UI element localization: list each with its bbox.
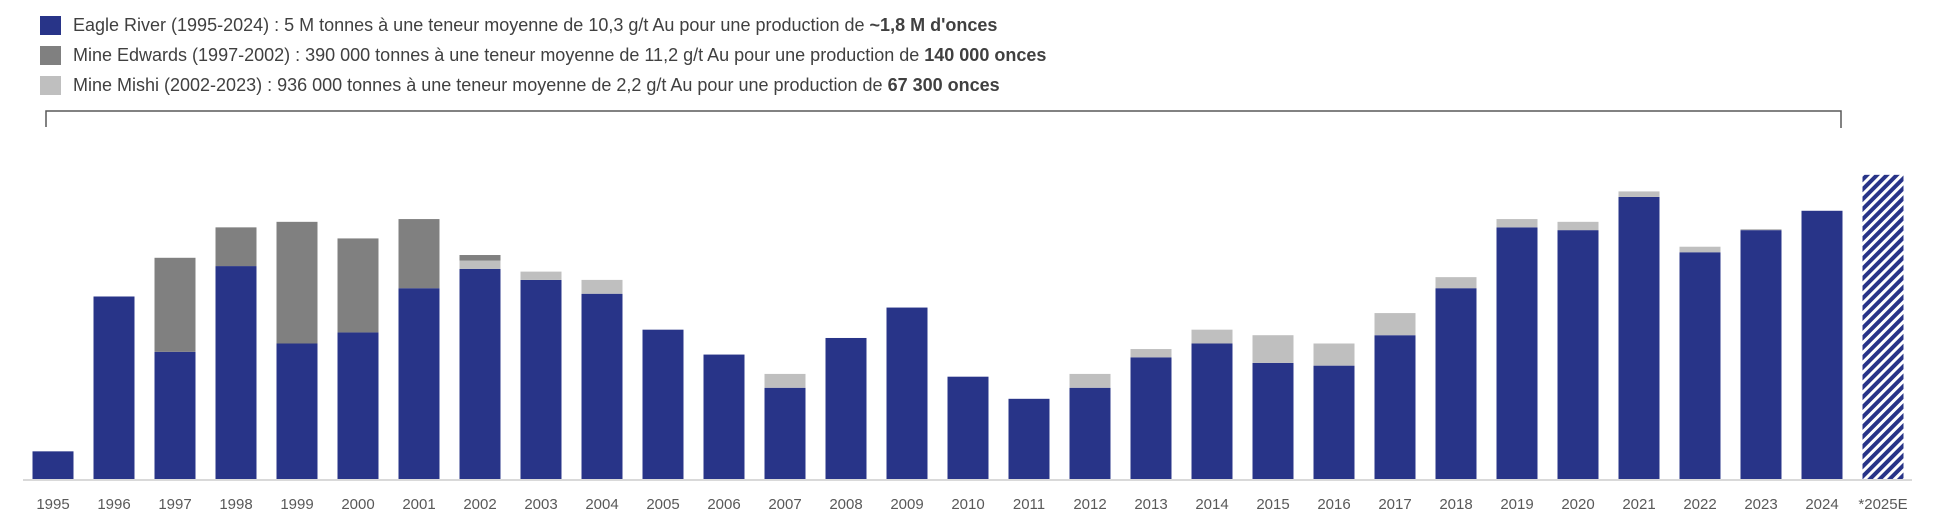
legend-text: Mine Mishi (2002-2023) : 936 000 tonnes … (73, 74, 883, 95)
bar-mine-mishi-2003 (520, 271, 562, 280)
bar-mine-edwards-2000 (337, 238, 379, 333)
x-tick-label: 2010 (951, 496, 984, 513)
x-tick-label: 2023 (1744, 496, 1777, 513)
bar-mine-edwards-1997 (154, 257, 196, 352)
legend-swatch (40, 75, 61, 95)
bar-eagle-river-2022 (1679, 252, 1721, 479)
bar-eagle-river-2015 (1252, 362, 1294, 479)
x-tick-label: 1997 (158, 496, 191, 513)
x-tick-label: 2024 (1805, 496, 1838, 513)
x-tick-label: 1999 (280, 496, 313, 513)
bar-mine-mishi-2017 (1374, 313, 1416, 336)
x-tick-label: 2018 (1439, 496, 1472, 513)
x-tick-label: 2017 (1378, 496, 1411, 513)
bar-eagle-river-2007 (764, 387, 806, 479)
bar-mine-mishi-2012 (1069, 373, 1111, 388)
x-tick-label: 2009 (890, 496, 923, 513)
bar-eagle-river-2000 (337, 332, 379, 479)
x-tick-label: 1995 (36, 496, 69, 513)
bar-mine-mishi-2016 (1313, 343, 1355, 366)
x-tick-label: 2002 (463, 496, 496, 513)
x-tick-label: 2011 (1013, 496, 1045, 513)
x-tick-label: 2019 (1500, 496, 1533, 513)
bar-mine-mishi-2018 (1435, 277, 1477, 289)
x-tick-label: 1998 (219, 496, 252, 513)
bar-mine-mishi-2014 (1191, 329, 1233, 344)
legend-highlight: 67 300 onces (887, 74, 1000, 95)
legend-item-mine-edwards: Mine Edwards (1997-2002) : 390 000 tonne… (40, 40, 1046, 70)
bar-eagle-river-2010 (947, 376, 989, 479)
x-tick-label: 2004 (585, 496, 618, 513)
bar-eagle-river-1995 (32, 451, 74, 479)
bar-eagle-river-2002 (459, 268, 501, 479)
x-tick-label: 2003 (524, 496, 557, 513)
bar-mine-mishi-2013 (1130, 349, 1172, 358)
bar-eagle-river-2013 (1130, 357, 1172, 479)
bar-eagle-river-2005 (642, 329, 684, 479)
bar-eagle-river-2001 (398, 288, 440, 479)
bar-eagle-river-1998 (215, 266, 257, 479)
bar-eagle-river-2018 (1435, 288, 1477, 479)
x-tick-label: 2006 (707, 496, 740, 513)
legend-item-mine-mishi: Mine Mishi (2002-2023) : 936 000 tonnes … (40, 70, 1046, 100)
bar-eagle-river-2008 (825, 337, 867, 479)
legend-item-eagle-river: Eagle River (1995-2024) : 5 M tonnes à u… (40, 10, 1046, 40)
bar-eagle-river-2011 (1008, 398, 1050, 479)
x-tick-label: 2001 (402, 496, 435, 513)
bar-mine-mishi-2023 (1740, 229, 1782, 231)
bar-eagle-river-1996 (93, 296, 135, 479)
bar-eagle-river-2016 (1313, 365, 1355, 479)
legend-text: Eagle River (1995-2024) : 5 M tonnes à u… (73, 14, 865, 35)
bar-mine-edwards-1999 (276, 221, 318, 344)
bar-eagle-river-2012 (1069, 387, 1111, 479)
bar-eagle-river-2017 (1374, 335, 1416, 479)
x-tick-label: 2016 (1317, 496, 1350, 513)
x-tick-label: 2014 (1195, 496, 1228, 513)
bar-eagle-river-2003 (520, 279, 562, 479)
bar-mine-edwards-2002 (459, 255, 501, 261)
bar-eagle-river-1999 (276, 343, 318, 479)
x-tick-label: 2000 (341, 496, 374, 513)
bar-eagle-river-2019 (1496, 227, 1538, 479)
legend: Eagle River (1995-2024) : 5 M tonnes à u… (40, 10, 1046, 100)
bar-eagle-river-1997 (154, 351, 196, 479)
x-tick-label: 2020 (1561, 496, 1594, 513)
bar-eagle-river-2023 (1740, 230, 1782, 479)
x-tick-label: 2015 (1256, 496, 1289, 513)
x-tick-label: 2005 (646, 496, 679, 513)
x-tick-label: *2025E (1858, 496, 1907, 513)
bar-eagle-river-2024 (1801, 210, 1843, 479)
bar-mine-mishi-2020 (1557, 221, 1599, 231)
period-bracket (45, 110, 1842, 128)
bar-mine-mishi-2007 (764, 373, 806, 388)
x-tick-label: 2012 (1073, 496, 1106, 513)
bar-estimate-2025-2025E (1862, 174, 1904, 479)
bar-mine-mishi-2004 (581, 279, 623, 294)
legend-highlight: ~1,8 M d'onces (869, 14, 998, 35)
bar-eagle-river-2020 (1557, 230, 1599, 479)
legend-text: Mine Edwards (1997-2002) : 390 000 tonne… (73, 44, 920, 65)
x-tick-label: 2007 (768, 496, 801, 513)
x-tick-label: 2021 (1622, 496, 1655, 513)
x-tick-label: 2013 (1134, 496, 1167, 513)
bar-eagle-river-2014 (1191, 343, 1233, 479)
bar-eagle-river-2021 (1618, 196, 1660, 480)
bar-mine-mishi-2022 (1679, 246, 1721, 253)
x-tick-label: 1996 (97, 496, 130, 513)
bar-mine-mishi-2019 (1496, 219, 1538, 228)
bar-mine-edwards-1998 (215, 227, 257, 267)
bar-mine-mishi-2002 (459, 260, 501, 269)
bar-eagle-river-2006 (703, 354, 745, 479)
bar-mine-mishi-2015 (1252, 335, 1294, 363)
x-tick-label: 2022 (1683, 496, 1716, 513)
bar-mine-mishi-2021 (1618, 191, 1660, 197)
x-tick-label: 2008 (829, 496, 862, 513)
bar-eagle-river-2004 (581, 293, 623, 479)
legend-highlight: 140 000 onces (924, 44, 1047, 65)
bar-eagle-river-2009 (886, 307, 928, 479)
legend-swatch (40, 15, 61, 35)
legend-swatch (40, 45, 61, 65)
bar-mine-edwards-2001 (398, 219, 440, 289)
